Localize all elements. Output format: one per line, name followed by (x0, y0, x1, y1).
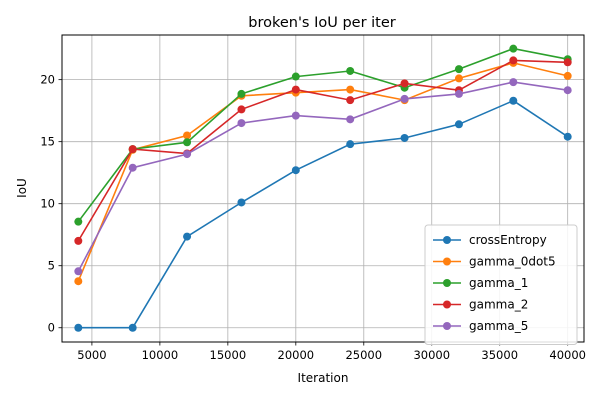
legend-label: crossEntropy (469, 233, 547, 247)
data-point (237, 105, 246, 114)
legend-marker (443, 279, 451, 287)
data-point (346, 96, 355, 105)
x-tick-label: 25000 (345, 348, 382, 362)
legend: crossEntropy gamma_0dot5 gamma_1 gamma_2gam… (424, 224, 578, 345)
data-point (291, 85, 300, 94)
y-tick-label: 15 (40, 135, 55, 149)
data-point (400, 133, 409, 142)
plot-frame (61, 34, 585, 343)
data-point (509, 96, 518, 105)
series-line (77, 47, 568, 223)
legend-marker (443, 300, 451, 309)
y-tick-label: 0 (48, 321, 55, 335)
chart-title: broken's IoU per iter (248, 15, 396, 31)
y-tick-label: 5 (48, 259, 55, 273)
data-point (237, 198, 246, 207)
data-point (128, 163, 137, 172)
data-point (74, 217, 83, 226)
data-point (346, 140, 355, 149)
data-point (400, 94, 409, 103)
series-line (78, 99, 569, 329)
series-line (77, 59, 568, 242)
data-point (74, 277, 83, 286)
data-point (509, 78, 518, 87)
x-axis-label: Iteration (298, 371, 349, 385)
data-point (400, 79, 409, 88)
y-axis-label: IoU (15, 178, 29, 198)
data-point (74, 236, 83, 245)
x-tick-label: 5000 (77, 348, 106, 362)
data-point (183, 138, 192, 147)
data-point (183, 131, 192, 140)
data-point (454, 65, 463, 74)
series-line (77, 81, 568, 272)
x-tick-label: 40000 (549, 348, 586, 362)
data-point (563, 71, 572, 80)
legend-marker (443, 322, 451, 330)
data-point (183, 150, 192, 159)
legend-label: gamma_0dot5 (469, 255, 556, 269)
legend-marker (443, 236, 451, 244)
legend-marker (443, 257, 451, 266)
data-point (183, 232, 192, 241)
series-gamma_5 (74, 78, 572, 276)
data-point (128, 145, 137, 154)
series-crossEntropy (74, 96, 572, 332)
data-point (237, 89, 246, 98)
x-tick-label: 30000 (413, 348, 450, 362)
legend-box (424, 224, 578, 345)
data-point (291, 111, 300, 120)
ticks: 5000 10000 15000 20000 25000 30000 35000 40000 0… (40, 73, 586, 362)
x-tick-label: 20000 (278, 348, 315, 362)
legend-label: gamma_2 (469, 298, 528, 312)
x-tick-label: 15000 (210, 348, 247, 362)
data-point (454, 120, 463, 129)
legend-label: gamma_5 (469, 319, 528, 333)
data-point (563, 58, 572, 67)
y-tick-label: 20 (40, 73, 55, 87)
data-point (346, 66, 355, 75)
x-tick-label: 10000 (142, 348, 179, 362)
data-point (454, 89, 463, 98)
data-point (346, 115, 355, 124)
data-point (291, 72, 300, 81)
data-point (509, 56, 518, 65)
data-point (563, 86, 572, 95)
x-tick-label: 35000 (481, 348, 518, 362)
data-point (346, 85, 355, 94)
series-line (77, 62, 568, 282)
data-point (509, 44, 518, 53)
data-point (291, 166, 300, 175)
data-point (74, 267, 83, 276)
legend-label: gamma_1 (469, 276, 528, 290)
data-point (454, 74, 463, 83)
data-point (237, 119, 246, 128)
data-point (563, 132, 572, 141)
y-tick-label: 10 (40, 197, 55, 211)
series-layer (74, 44, 572, 332)
series-gamma_1 (74, 44, 572, 226)
data-point (128, 323, 137, 332)
data-point (74, 323, 83, 332)
